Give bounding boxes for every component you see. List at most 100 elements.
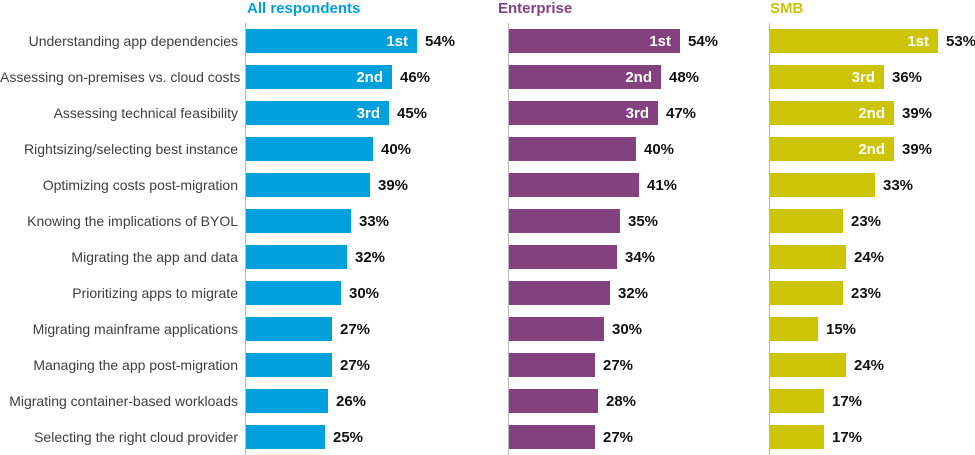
- bar: 2nd: [770, 137, 894, 161]
- value-label: 32%: [618, 284, 649, 302]
- bar: [509, 173, 639, 197]
- value-label: 24%: [854, 356, 885, 374]
- value-label: 32%: [355, 248, 386, 266]
- bar-cell: 30%: [246, 275, 379, 311]
- value-label: 33%: [359, 212, 390, 230]
- bar: [770, 317, 818, 341]
- value-label: 40%: [381, 140, 412, 158]
- chart-row: Optimizing costs post-migration 39% 41% 33%: [0, 167, 975, 203]
- value-label: 45%: [397, 104, 428, 122]
- chart-row: Rightsizing/selecting best instance 40% 40…: [0, 131, 975, 167]
- value-label: 34%: [625, 248, 656, 266]
- chart-row: Assessing technical feasibility 3rd 45% 3rd…: [0, 95, 975, 131]
- bar-cell: 27%: [246, 311, 370, 347]
- rank-badge: 2nd: [356, 68, 383, 86]
- bar-cell: 3rd 36%: [770, 59, 922, 95]
- rank-badge: 2nd: [625, 68, 652, 86]
- bar-cell: 33%: [246, 203, 389, 239]
- bar: [246, 317, 332, 341]
- bar: [246, 353, 332, 377]
- bar-cell: 17%: [770, 419, 862, 455]
- value-label: 30%: [612, 320, 643, 338]
- value-label: 24%: [854, 248, 885, 266]
- bar-cell: 1st 54%: [246, 23, 455, 59]
- bar: [509, 317, 604, 341]
- category-label: Assessing technical feasibility: [53, 105, 238, 121]
- bar: [509, 245, 617, 269]
- category-label: Migrating container-based workloads: [9, 393, 238, 409]
- value-label: 23%: [851, 284, 882, 302]
- value-label: 40%: [644, 140, 675, 158]
- chart-row: Prioritizing apps to migrate 30% 32% 23%: [0, 275, 975, 311]
- bar-cell: 41%: [509, 167, 677, 203]
- chart-row: Managing the app post-migration 27% 27% 24%: [0, 347, 975, 383]
- bar: [770, 173, 875, 197]
- bar-cell: 3rd 45%: [246, 95, 427, 131]
- bar: [246, 209, 351, 233]
- bar-cell: 32%: [246, 239, 385, 275]
- bar: [509, 137, 636, 161]
- bar-cell: 40%: [509, 131, 674, 167]
- value-label: 33%: [883, 176, 914, 194]
- bar-cell: 2nd 46%: [246, 59, 430, 95]
- bar-cell: 26%: [246, 383, 366, 419]
- bar: [509, 353, 595, 377]
- bar-cell: 23%: [770, 203, 881, 239]
- rank-badge: 2nd: [858, 104, 885, 122]
- category-label: Optimizing costs post-migration: [42, 177, 238, 193]
- column-header-enterprise: Enterprise: [498, 0, 573, 17]
- bar-cell: 30%: [509, 311, 642, 347]
- rank-badge: 3rd: [356, 104, 380, 122]
- bar-cell: 2nd 39%: [770, 131, 932, 167]
- value-label: 46%: [400, 68, 431, 86]
- value-label: 28%: [606, 392, 637, 410]
- rank-badge: 3rd: [625, 104, 649, 122]
- bar: [770, 353, 846, 377]
- bar-cell: 15%: [770, 311, 856, 347]
- value-label: 47%: [666, 104, 697, 122]
- bar: [509, 209, 620, 233]
- bar-cell: 33%: [770, 167, 913, 203]
- bar: 2nd: [770, 101, 894, 125]
- bar-cell: 23%: [770, 275, 881, 311]
- value-label: 35%: [628, 212, 659, 230]
- value-label: 36%: [892, 68, 923, 86]
- bar: [246, 245, 347, 269]
- bar-cell: 35%: [509, 203, 658, 239]
- bar: [770, 389, 824, 413]
- bar: [246, 173, 370, 197]
- bar-cell: 1st 53%: [770, 23, 975, 59]
- bar: 2nd: [246, 65, 392, 89]
- bar-cell: 27%: [509, 347, 633, 383]
- column-header-smb: SMB: [770, 0, 804, 17]
- rank-badge: 1st: [649, 32, 671, 50]
- bar: 3rd: [246, 101, 389, 125]
- chart-row: Understanding app dependencies 1st 54% 1st 5…: [0, 23, 975, 59]
- bar: [770, 245, 846, 269]
- bar-cell: 39%: [246, 167, 408, 203]
- column-header-all-respondents: All respondents: [247, 0, 361, 17]
- bar-cell: 24%: [770, 239, 884, 275]
- bar-cell: 1st 54%: [509, 23, 718, 59]
- chart-row: Selecting the right cloud provider 25% 27%…: [0, 419, 975, 455]
- bar-cell: 40%: [246, 131, 411, 167]
- value-label: 39%: [902, 104, 933, 122]
- value-label: 30%: [349, 284, 380, 302]
- value-label: 27%: [603, 428, 634, 446]
- chart-row: Migrating container-based workloads 26% 28…: [0, 383, 975, 419]
- bar-cell: 24%: [770, 347, 884, 383]
- value-label: 39%: [902, 140, 933, 158]
- bar: [246, 137, 373, 161]
- bar: [770, 281, 843, 305]
- bar-cell: 17%: [770, 383, 862, 419]
- bar-cell: 28%: [509, 383, 636, 419]
- chart-row: Migrating mainframe applications 27% 30% 15…: [0, 311, 975, 347]
- category-label: Rightsizing/selecting best instance: [23, 141, 238, 157]
- bar-cell: 25%: [246, 419, 363, 455]
- value-label: 15%: [826, 320, 857, 338]
- bar-cell: 27%: [246, 347, 370, 383]
- bar: 1st: [509, 29, 680, 53]
- value-label: 48%: [669, 68, 700, 86]
- rank-badge: 3rd: [851, 68, 875, 86]
- rank-badge: 1st: [907, 32, 929, 50]
